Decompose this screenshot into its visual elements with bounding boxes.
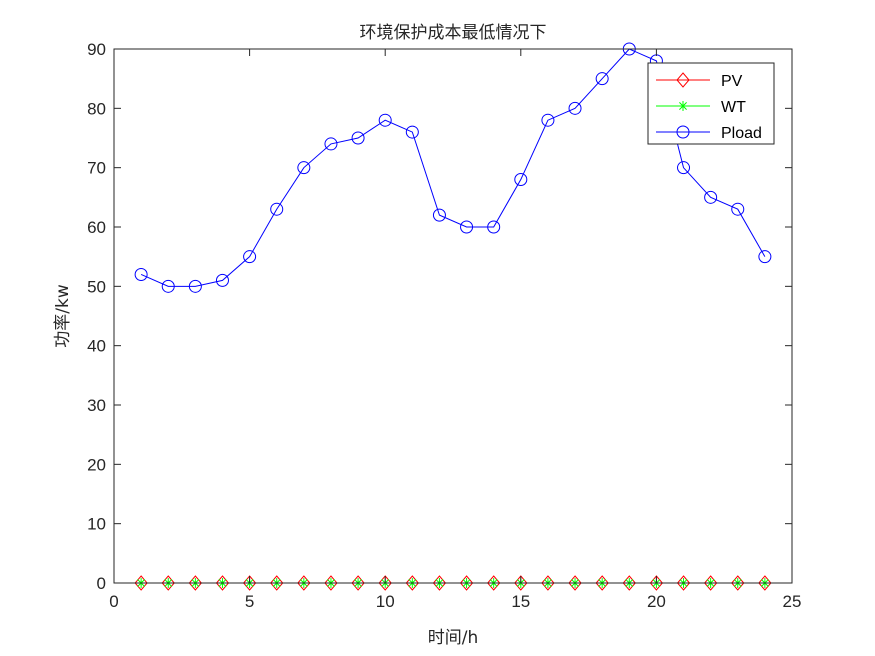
y-tick-label: 80 bbox=[87, 99, 106, 118]
data-point-pload bbox=[541, 113, 555, 127]
data-point-pv bbox=[758, 575, 772, 591]
axes-layer: 0 5 10 15 20 25 0 10 20 30 40 50 60 70 80 90 bbox=[87, 40, 801, 611]
axes-box bbox=[113, 48, 793, 584]
data-point-pload bbox=[134, 267, 148, 281]
data-point-pload bbox=[704, 190, 718, 204]
legend: PV WT Pload bbox=[647, 62, 775, 145]
data-point-pv bbox=[270, 575, 284, 591]
y-tick-label: 40 bbox=[87, 337, 106, 356]
data-point-pload bbox=[677, 161, 691, 175]
y-tick-label: 50 bbox=[87, 277, 106, 296]
x-tick-label: 10 bbox=[376, 592, 395, 611]
data-point-pv bbox=[134, 575, 148, 591]
data-point-pload bbox=[405, 125, 419, 139]
data-point-pv bbox=[405, 575, 419, 591]
data-point-pv bbox=[378, 575, 392, 591]
data-point-pload bbox=[351, 131, 365, 145]
legend-label: Pload bbox=[721, 125, 762, 142]
data-point-pload bbox=[188, 279, 202, 293]
data-point-pload bbox=[731, 202, 745, 216]
x-tick-label: 15 bbox=[511, 592, 530, 611]
data-point-pload bbox=[432, 208, 446, 222]
x-tick-label: 25 bbox=[783, 592, 802, 611]
data-point-pv bbox=[297, 575, 311, 591]
data-point-pv bbox=[622, 575, 636, 591]
data-point-pv bbox=[351, 575, 365, 591]
data-point-pv bbox=[215, 575, 230, 591]
legend-marker bbox=[676, 72, 690, 88]
legend-label: WT bbox=[721, 99, 746, 116]
data-point-pload bbox=[460, 220, 474, 234]
data-point-pv bbox=[514, 575, 528, 591]
data-point-pload bbox=[297, 161, 311, 175]
data-point-pload bbox=[514, 173, 528, 187]
y-tick-label: 0 bbox=[97, 574, 106, 593]
x-tick-label: 0 bbox=[109, 592, 118, 611]
data-point-pv bbox=[676, 575, 691, 591]
legend-label: PV bbox=[721, 73, 743, 90]
data-point-pv bbox=[541, 575, 555, 591]
y-tick-label: 70 bbox=[87, 159, 106, 178]
legend-box bbox=[647, 62, 775, 145]
legend-entry-wt: WT bbox=[656, 99, 746, 116]
data-point-pv bbox=[731, 575, 745, 591]
data-point-pv bbox=[459, 575, 474, 591]
data-point-pv bbox=[324, 575, 338, 591]
data-point-pload bbox=[595, 72, 609, 86]
data-point-pv bbox=[161, 575, 175, 591]
data-point-pv bbox=[649, 575, 664, 591]
legend-entry-pv: PV bbox=[656, 72, 743, 90]
data-point-pload bbox=[215, 273, 229, 287]
y-tick-label: 90 bbox=[87, 40, 106, 59]
data-point-pload bbox=[758, 250, 772, 264]
data-point-pv bbox=[242, 575, 257, 591]
data-point-pload bbox=[270, 202, 284, 216]
x-tick-label: 5 bbox=[245, 592, 254, 611]
legend-marker bbox=[678, 101, 688, 111]
data-point-pv bbox=[595, 575, 609, 591]
data-point-pload bbox=[487, 220, 501, 234]
y-tick-label: 10 bbox=[87, 515, 106, 534]
data-point-pload bbox=[378, 113, 392, 127]
y-axis-label: 功率/kw bbox=[53, 284, 73, 348]
data-point-pv bbox=[188, 575, 203, 591]
data-point-pv bbox=[432, 575, 447, 591]
data-point-pload bbox=[243, 250, 257, 264]
data-point-pload bbox=[161, 279, 175, 293]
y-tick-label: 30 bbox=[87, 396, 106, 415]
x-axis-label: 时间/h bbox=[428, 628, 479, 648]
y-tick-label: 60 bbox=[87, 218, 106, 237]
chart-title: 环境保护成本最低情况下 bbox=[360, 23, 547, 43]
y-tick-label: 20 bbox=[87, 455, 106, 474]
x-tick-label: 20 bbox=[647, 592, 666, 611]
data-point-pv bbox=[703, 575, 718, 591]
data-point-pload bbox=[568, 101, 582, 115]
data-point-pv bbox=[568, 575, 582, 591]
legend-entry-pload: Pload bbox=[656, 125, 762, 142]
data-point-pv bbox=[487, 575, 501, 591]
legend-marker bbox=[676, 125, 690, 139]
data-point-pload bbox=[324, 137, 338, 151]
